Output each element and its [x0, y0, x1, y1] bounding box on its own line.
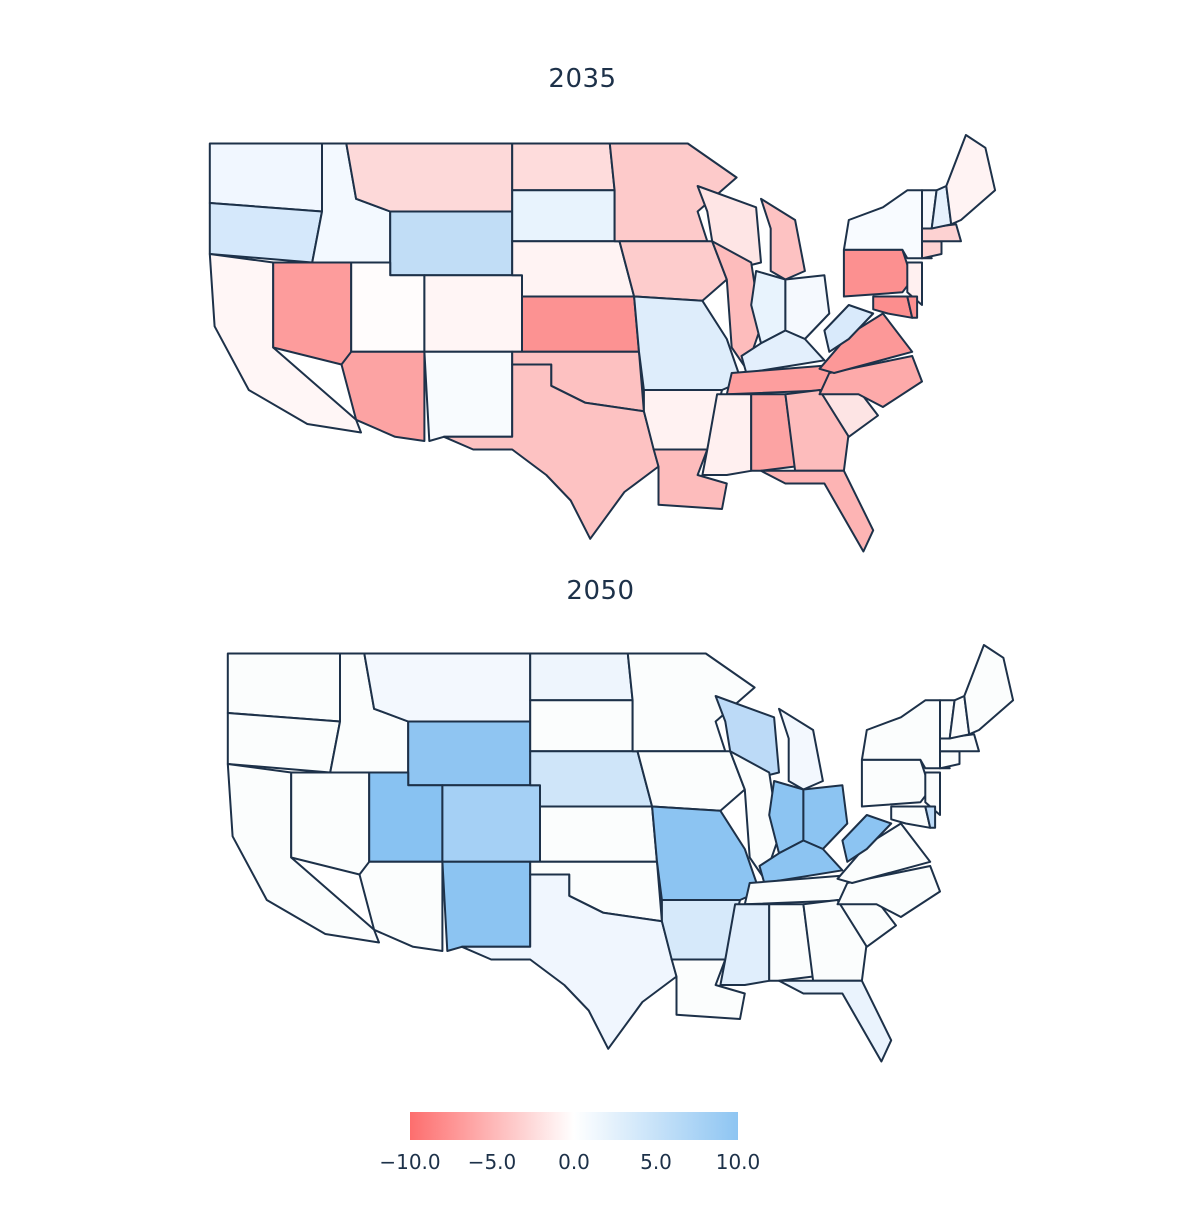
- state-mi: [778, 707, 824, 791]
- state-me: [963, 644, 1015, 736]
- colorbar-tick-label: 10.0: [715, 1150, 761, 1174]
- state-wy: [407, 720, 532, 787]
- state-oh: [802, 784, 849, 850]
- state-ks: [539, 805, 658, 863]
- state-ct: [939, 750, 961, 770]
- state-de: [924, 805, 937, 829]
- state-nj: [906, 261, 923, 306]
- state-pa: [860, 758, 932, 808]
- state-co: [441, 784, 541, 863]
- map-title-2050: 2050: [566, 576, 635, 606]
- state-ne: [529, 750, 654, 808]
- state-fl: [778, 979, 893, 1063]
- state-ut: [368, 771, 444, 863]
- state-tx: [460, 873, 678, 1050]
- state-md: [890, 805, 932, 829]
- state-de: [906, 295, 919, 319]
- state-md: [872, 295, 914, 319]
- state-wa: [226, 652, 341, 723]
- state-mo: [651, 805, 761, 901]
- state-nv: [290, 771, 371, 880]
- state-or: [226, 712, 341, 774]
- state-mt: [363, 652, 532, 723]
- state-ia: [618, 240, 728, 302]
- state-ny: [860, 699, 951, 770]
- colorbar-tick-label: −10.0: [379, 1150, 441, 1174]
- state-nd: [529, 652, 634, 702]
- state-nm: [441, 860, 532, 952]
- state-mn: [608, 142, 738, 243]
- colorbar-tick-label: 5.0: [640, 1150, 672, 1174]
- colorbar-tick-label: 0.0: [558, 1150, 590, 1174]
- map-title-2035: 2035: [548, 64, 617, 94]
- us-choropleth-map-2035: [208, 134, 997, 553]
- state-sd: [529, 699, 634, 753]
- us-choropleth-map-2050: [226, 644, 1015, 1063]
- state-wv: [841, 814, 893, 863]
- state-al: [750, 393, 797, 472]
- state-oh: [784, 274, 831, 340]
- state-wv: [823, 304, 875, 353]
- state-tx: [442, 363, 660, 540]
- state-al: [768, 903, 815, 982]
- colorbar: [410, 1112, 738, 1140]
- state-nc: [818, 355, 923, 408]
- state-ia: [636, 750, 746, 812]
- colorbar-tick-label: −5.0: [467, 1150, 517, 1174]
- state-mn: [626, 652, 756, 753]
- state-nj: [924, 771, 941, 816]
- colorbar-gradient: [410, 1112, 738, 1140]
- state-nc: [836, 865, 941, 918]
- state-fl: [760, 469, 875, 553]
- state-me: [945, 134, 997, 226]
